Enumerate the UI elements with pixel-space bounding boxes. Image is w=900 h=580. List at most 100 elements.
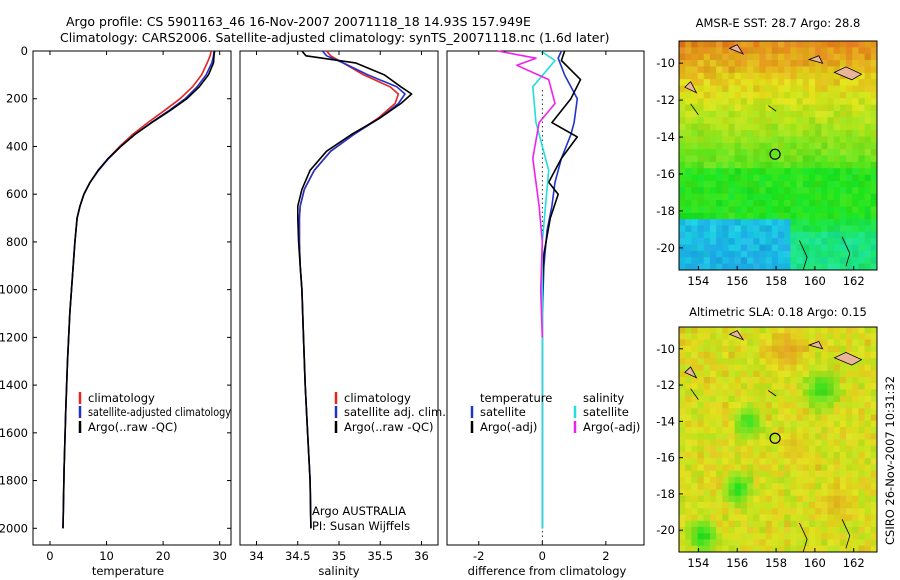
legend-header-temperature: temperature — [480, 391, 552, 405]
sla-map: Altimetric SLA: 0.18 Argo: 0.15 154 156 15… — [656, 305, 878, 570]
salinity-panel: 34 34.5 35 35.5 36 salinity climatology sate… — [239, 50, 446, 578]
x-tick-label: -2 — [473, 549, 484, 563]
difference-panel: -2 0 2 difference from climatology tempera… — [446, 50, 645, 578]
map-x-tick-label: 162 — [843, 274, 865, 288]
map-y-tick-label: -18 — [656, 204, 675, 218]
legend-label-satellite: satellite adj. clim. — [344, 405, 446, 419]
island-shape — [684, 366, 698, 379]
difference-series — [497, 50, 582, 529]
map-x-tick-label: 154 — [687, 556, 709, 570]
argo-position-marker — [769, 148, 781, 160]
series-line-diff-3 — [497, 50, 556, 338]
series-line-temp-2 — [62, 50, 216, 529]
y-tick-label: 400 — [6, 139, 28, 153]
legend-label-argo: Argo(..raw -QC) — [344, 420, 434, 434]
map-y-tick-label: -10 — [656, 56, 675, 70]
legend-label-argo: Argo(..raw -QC) — [88, 420, 178, 434]
sst-map: AMSR-E SST: 28.7 Argo: 28.8 154 156 158 160… — [656, 16, 878, 288]
reef-contour — [799, 240, 808, 271]
legend-header-salinity: salinity — [583, 391, 624, 405]
map-y-tick-label: -16 — [656, 167, 675, 181]
x-tick-label: 0 — [539, 549, 546, 563]
island-shape — [807, 341, 824, 350]
sst-map-ticks: 154 156 158 160 162 -10 -12 -14 -16 -18 -20 — [656, 56, 864, 288]
temperature-x-ticks: 0 10 20 30 — [46, 51, 227, 563]
annotation-line2: PI: Susan Wijffels — [312, 519, 410, 533]
y-tick-label: 1600 — [0, 426, 28, 440]
map-x-tick-label: 158 — [765, 274, 787, 288]
difference-legend: temperature satellite Argo(-adj) salinit… — [470, 391, 640, 434]
y-tick-label: 2000 — [0, 521, 28, 535]
reef-contour — [841, 519, 851, 549]
y-tick-label: 200 — [6, 92, 28, 106]
depth-y-ticks: 0 200 400 600 800 1000 1200 1400 1600 1800 2000 — [0, 44, 644, 535]
map-y-tick-label: -18 — [656, 487, 675, 501]
x-tick-label: 34.5 — [285, 549, 311, 563]
y-tick-label: 600 — [6, 187, 28, 201]
salinity-x-ticks: 34 34.5 35 35.5 36 — [249, 51, 429, 563]
map-x-tick-label: 156 — [726, 274, 748, 288]
header-line1: Argo profile: CS 5901163_46 16-Nov-2007 … — [66, 14, 531, 29]
reef-contour — [690, 103, 699, 116]
island-shape — [833, 66, 863, 81]
x-tick-label: 2 — [602, 549, 609, 563]
header-line2: Climatology: CARS2006. Satellite-adjuste… — [60, 30, 610, 45]
legend-label-climatology: climatology — [88, 391, 155, 405]
sla-map-ticks: 154 156 158 160 162 -10 -12 -14 -16 -18 -20 — [656, 342, 864, 570]
map-y-tick-label: -12 — [656, 378, 675, 392]
x-tick-label: 36 — [414, 549, 429, 563]
map-y-tick-label: -20 — [656, 241, 675, 255]
y-tick-label: 800 — [6, 235, 28, 249]
sst-field — [679, 41, 878, 271]
temperature-panel: 0 10 20 30 02004006008001000120014001600180… — [0, 44, 644, 578]
legend-label-climatology: climatology — [344, 391, 411, 405]
legend-label-temp-satellite: satellite — [480, 405, 526, 419]
legend-label-satellite: satellite-adjusted climatology — [88, 405, 231, 419]
island-shape — [833, 351, 863, 366]
series-line-sal-2 — [296, 50, 413, 529]
map-x-tick-label: 160 — [804, 556, 826, 570]
map-y-tick-label: -12 — [656, 93, 675, 107]
map-x-tick-label: 154 — [687, 274, 709, 288]
temperature-series — [62, 50, 216, 529]
x-tick-label: 10 — [99, 549, 114, 563]
map-y-tick-label: -10 — [656, 342, 675, 356]
y-tick-label: 1400 — [0, 378, 28, 392]
y-tick-label: 0 — [21, 44, 28, 58]
reef-contour — [690, 388, 699, 400]
y-tick-label: 1200 — [0, 330, 28, 344]
x-tick-label: 35 — [332, 549, 347, 563]
salinity-xlabel: salinity — [318, 564, 359, 578]
legend-label-sal-argo: Argo(-adj) — [583, 420, 640, 434]
map-x-tick-label: 160 — [804, 274, 826, 288]
island-shape — [684, 80, 698, 94]
sst-coastlines — [684, 44, 863, 271]
x-tick-label: 35.5 — [367, 549, 393, 563]
map-x-tick-label: 162 — [843, 556, 865, 570]
y-tick-label: 1800 — [0, 474, 28, 488]
map-x-tick-label: 156 — [726, 556, 748, 570]
island-shape — [728, 44, 745, 55]
island-shape — [807, 55, 824, 64]
map-y-tick-label: -14 — [656, 414, 675, 428]
legend-label-sal-satellite: satellite — [583, 405, 629, 419]
annotation-line1: Argo AUSTRALIA — [312, 504, 406, 518]
legend-label-temp-argo: Argo(-adj) — [480, 420, 537, 434]
argo-position-marker — [769, 432, 781, 444]
x-tick-label: 20 — [156, 549, 171, 563]
map-y-tick-label: -14 — [656, 130, 675, 144]
difference-xlabel: difference from climatology — [468, 564, 627, 578]
y-tick-label: 1000 — [0, 283, 28, 297]
reef-contour — [768, 105, 777, 112]
x-tick-label: 34 — [249, 549, 264, 563]
sla-map-title: Altimetric SLA: 0.18 Argo: 0.15 — [689, 305, 867, 319]
x-tick-label: 0 — [46, 549, 53, 563]
reef-contour — [841, 236, 851, 267]
temperature-legend: climatology satellite-adjusted climatolo… — [78, 391, 231, 434]
sst-map-title: AMSR-E SST: 28.7 Argo: 28.8 — [696, 16, 861, 30]
reef-contour — [799, 522, 808, 553]
sla-coastlines — [684, 330, 863, 553]
reef-contour — [768, 390, 777, 397]
island-shape — [728, 330, 745, 341]
